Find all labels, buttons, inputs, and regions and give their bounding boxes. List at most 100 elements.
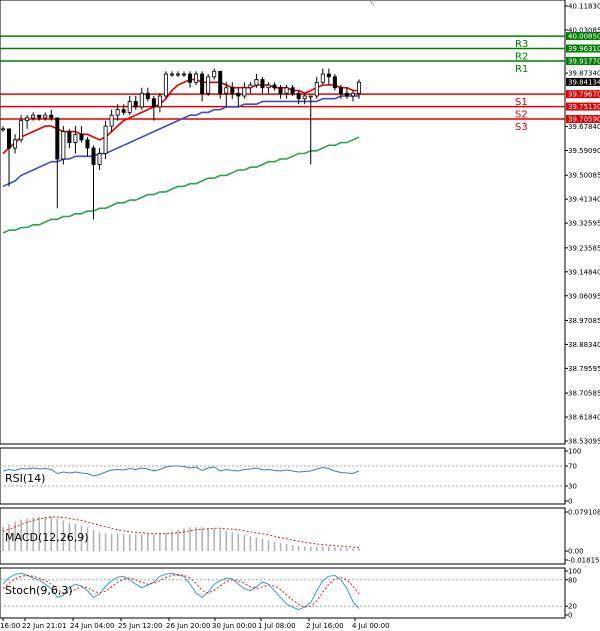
candle-up	[31, 114, 36, 119]
candle-down	[272, 84, 277, 89]
candle-down	[55, 117, 60, 160]
price-axis-label: 40.03085	[568, 26, 600, 34]
time-axis-label: 22 Jun 21:01	[22, 622, 66, 630]
level-price-text: 39.91770	[568, 57, 600, 65]
rsi-panel-frame	[0, 447, 566, 505]
candle-up	[25, 117, 30, 122]
candle-down	[236, 92, 241, 97]
candle-up	[61, 131, 66, 160]
candle-down	[85, 139, 90, 149]
price-axis-label: 38.79595	[568, 365, 600, 373]
main-panel-frame	[0, 0, 566, 445]
candle-up	[13, 139, 18, 149]
candle-up	[73, 133, 78, 143]
indicator-axis-label: 80	[568, 576, 577, 584]
candle-up	[302, 95, 307, 100]
time-axis-label: 2 Jul 16:00	[306, 622, 344, 630]
time-axis-label: 26 Jun 20:00	[166, 622, 210, 630]
candle-down	[91, 147, 96, 165]
candle-down	[133, 101, 138, 108]
level-price-text: 39.75130	[568, 103, 600, 111]
candle-down	[37, 114, 42, 119]
time-axis-label: 1 Jul 08:00	[258, 622, 296, 630]
time-axis-label: 16:00	[0, 622, 20, 630]
candle-down	[230, 87, 235, 94]
macd-label: MACD(12,26,9)	[5, 531, 89, 544]
price-axis-label: 39.50085	[568, 172, 600, 180]
stoch-signal-line	[2, 573, 360, 608]
level-price-badge	[566, 32, 600, 41]
candle-up	[127, 101, 132, 113]
level-price-text: 40.00850	[568, 33, 600, 41]
price-axis-label: 39.06095	[568, 292, 600, 300]
candle-up	[308, 95, 313, 98]
macd-signal-line	[2, 516, 360, 549]
level-price-text: 39.70590	[568, 116, 600, 124]
moving-average-line-1	[2, 78, 359, 155]
chart-shift-marker[interactable]	[368, 0, 375, 6]
candle-up	[194, 73, 199, 83]
candle-down	[67, 131, 72, 143]
level-price-text: 39.96310	[568, 45, 600, 53]
indicator-axis-label: 0.00	[568, 548, 584, 556]
indicator-axis-label: 0	[568, 612, 572, 620]
candle-down	[79, 133, 84, 141]
price-axis-label: 38.70585	[568, 390, 600, 398]
level-price-text: 39.79670	[568, 91, 600, 99]
rsi-label: RSI(14)	[5, 472, 45, 485]
candle-down	[296, 92, 301, 100]
candle-up	[266, 84, 271, 89]
rsi-panel: 100 70 30 0 RSI(14)	[0, 447, 581, 506]
price-axis-label: 38.53095	[568, 438, 600, 446]
macd-panel: 0.079108 0.00-0.018159 MACD(12,26,9)	[0, 507, 600, 565]
time-axis-label: 24 Jun 04:00	[70, 622, 114, 630]
candle-up	[157, 95, 162, 108]
current-price-badge	[566, 77, 600, 86]
indicator-axis-label: 30	[568, 483, 577, 491]
price-axis-label: 38.88340	[568, 341, 600, 349]
price-axis-label: 39.67840	[568, 123, 600, 131]
stoch-label: Stoch(9,6,3)	[5, 584, 73, 597]
candle-down	[151, 98, 156, 108]
level-label-s1: S1	[515, 97, 528, 108]
level-price-badge	[566, 90, 600, 99]
candle-up	[182, 73, 187, 76]
candle-down	[49, 114, 54, 119]
candle-up	[139, 92, 144, 108]
candle-up	[109, 114, 114, 127]
time-axis-label: 25 Jun 12:00	[118, 622, 162, 630]
current-price-text: 39.84134	[568, 78, 600, 86]
candle-down	[7, 128, 12, 149]
level-label-r3: R3	[515, 39, 528, 50]
candle-up	[103, 125, 108, 154]
moving-average-line-3	[2, 136, 360, 234]
level-label-r2: R2	[515, 52, 528, 63]
price-axis-label: 40.11830	[568, 3, 600, 11]
level-price-badge	[566, 115, 600, 124]
price-axis-label: 39.32595	[568, 220, 600, 228]
candle-up	[0, 128, 6, 131]
candle-up	[254, 79, 259, 86]
level-price-badge	[566, 56, 600, 65]
candle-down	[188, 73, 193, 83]
indicator-axis-label: -0.018159	[568, 557, 600, 565]
rsi-line	[2, 465, 360, 477]
level-label-s3: S3	[515, 122, 528, 133]
main-price-panel: R3 40.00850 R2 39.96310 R1 39.91770 S1 39.79670…	[0, 0, 600, 446]
candle-up	[169, 73, 174, 76]
candle-up	[175, 73, 180, 76]
candle-down	[338, 87, 343, 94]
candle-up	[314, 81, 319, 97]
candle-down	[326, 73, 331, 78]
level-price-badge	[566, 102, 600, 111]
indicator-axis-label: 0.079108	[568, 509, 600, 517]
candle-up	[163, 73, 168, 97]
candle-up	[97, 153, 102, 165]
candle-down	[121, 109, 126, 113]
candle-up	[350, 92, 355, 97]
time-axis-label: 30 Jun 00:00	[212, 622, 256, 630]
candle-up	[43, 114, 48, 119]
candle-down	[344, 92, 349, 97]
indicator-axis-label: 70	[568, 463, 577, 471]
